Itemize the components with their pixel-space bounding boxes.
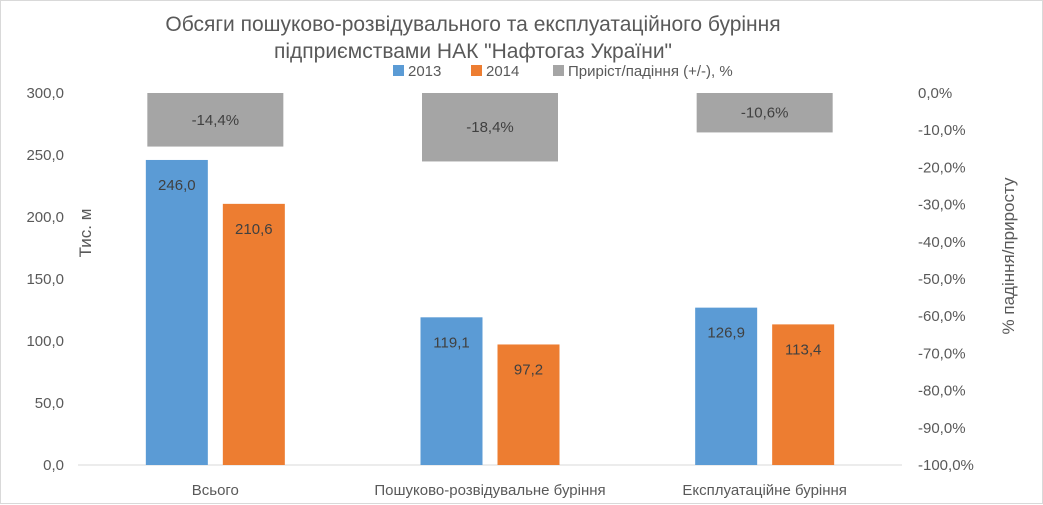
y2-tick-label: -70,0%	[918, 345, 966, 362]
data-label-2013: 119,1	[433, 334, 469, 351]
legend-swatch	[553, 65, 564, 76]
data-label-2013: 126,9	[707, 325, 745, 342]
bar-2013	[420, 317, 483, 465]
y2-axis-title: % падіння/приросту	[999, 177, 1018, 334]
legend-swatch	[393, 65, 404, 76]
plot-area: 0,0 50,0 100,0 150,0 200,0 250,0 300,0 -100,0% -…	[26, 85, 973, 499]
data-label-2014: 97,2	[514, 361, 543, 378]
y2-tick-label: -30,0%	[918, 197, 966, 214]
x-category-label: Експлуатаційне буріння	[682, 482, 847, 499]
y2-tick-label: -50,0%	[918, 271, 966, 288]
x-category-label: Пошуково-розвідувальне буріння	[374, 482, 605, 499]
y2-tick-label: -80,0%	[918, 383, 966, 400]
y-tick-label: 50,0	[35, 395, 64, 412]
data-label-growth: -14,4%	[192, 112, 240, 129]
y-tick-label: 200,0	[26, 209, 64, 226]
y-tick-label: 250,0	[26, 147, 64, 164]
y2-tick-label: -60,0%	[918, 308, 966, 325]
x-category-label: Всього	[192, 482, 239, 499]
legend: 2013 2014 Приріст/падіння (+/-), %	[393, 63, 733, 80]
y2-tick-label: -90,0%	[918, 420, 966, 437]
bar-growth	[696, 93, 833, 133]
y-tick-label: 0,0	[43, 457, 64, 474]
y-tick-label: 100,0	[26, 333, 64, 350]
y2-tick-label: -10,0%	[918, 122, 966, 139]
y2-tick-label: -40,0%	[918, 234, 966, 251]
legend-label: 2013	[408, 63, 441, 80]
y-tick-label: 300,0	[26, 85, 64, 102]
data-label-2013: 246,0	[158, 177, 196, 194]
legend-label: Приріст/падіння (+/-), %	[568, 63, 733, 80]
chart-title-line-1: Обсяги пошуково-розвідувального та експл…	[165, 13, 780, 36]
y2-tick-label: 0,0%	[918, 85, 952, 102]
bar-2013	[695, 307, 758, 465]
y2-tick-label: -100,0%	[918, 457, 974, 474]
bar-growth	[422, 93, 558, 162]
bar-growth	[147, 93, 284, 147]
bar-2014	[222, 203, 285, 465]
legend-label: 2014	[486, 63, 519, 80]
bar-2013	[145, 159, 208, 465]
data-label-growth: -10,6%	[741, 105, 789, 122]
data-label-2014: 113,4	[785, 341, 821, 358]
y-tick-label: 150,0	[26, 271, 64, 288]
chart-title-line-2: підприємствами НАК "Нафтогаз України"	[274, 40, 672, 63]
data-label-growth: -18,4%	[466, 119, 514, 136]
y2-tick-label: -20,0%	[918, 159, 966, 176]
y-axis-title: Тис. м	[76, 209, 95, 258]
bar-2014	[497, 344, 560, 465]
legend-swatch	[471, 65, 482, 76]
bar-2014	[772, 324, 835, 465]
data-label-2014: 210,6	[235, 221, 273, 238]
